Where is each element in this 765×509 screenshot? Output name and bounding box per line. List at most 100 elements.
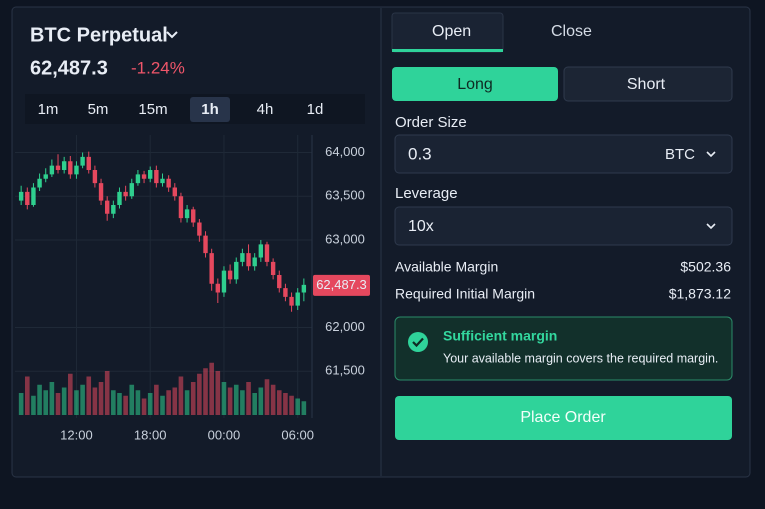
place-order-button[interactable] xyxy=(395,396,732,440)
volume-bar xyxy=(55,393,61,415)
volume-bar xyxy=(147,393,153,415)
volume-bar xyxy=(172,387,178,415)
volume-bar xyxy=(24,376,30,415)
volume-bar xyxy=(221,382,227,415)
chart: 64,000 63,500 63,000 62,000 61,500 12:00 18:00… xyxy=(15,135,370,442)
candle-body xyxy=(18,191,24,201)
candle-body xyxy=(74,165,79,175)
leverage-label: Leverage xyxy=(395,185,458,202)
candle-body xyxy=(117,191,122,205)
short-button[interactable] xyxy=(563,66,733,102)
volume-bar xyxy=(209,362,214,415)
long-button[interactable] xyxy=(392,67,558,101)
candle-body xyxy=(160,178,165,184)
volume-bar xyxy=(154,384,159,415)
volume-bar xyxy=(276,390,282,415)
volume-bar xyxy=(31,395,36,415)
price: 62,487.3 xyxy=(30,57,108,79)
candle-body xyxy=(166,178,171,188)
timeframe[interactable]: 1h xyxy=(201,101,219,118)
order-unit[interactable]: BTC xyxy=(665,146,695,163)
y-tick-label: 63,000 xyxy=(325,231,365,246)
timeframe[interactable]: 5m xyxy=(88,101,109,118)
candle-body xyxy=(270,261,276,275)
volume-bar xyxy=(74,390,79,415)
candle-body xyxy=(80,156,85,166)
volume-bar xyxy=(117,393,122,415)
volume-bar xyxy=(18,393,24,415)
symbol-chevron[interactable] xyxy=(166,31,178,39)
candle-body xyxy=(215,283,221,293)
candle-body xyxy=(178,196,184,219)
price-change: -1.24% xyxy=(131,58,185,77)
volume-bar xyxy=(123,395,128,415)
order-size-value: 0.3 xyxy=(408,144,432,163)
candle-body xyxy=(135,174,141,184)
volume-bar xyxy=(252,393,257,415)
volume-bar xyxy=(184,390,190,415)
volume-bar xyxy=(301,401,307,415)
volume-bar xyxy=(49,382,55,415)
candle-body xyxy=(227,270,233,280)
candle-body xyxy=(172,187,177,197)
timeframe[interactable]: 15m xyxy=(138,101,167,118)
candle-body xyxy=(203,235,208,254)
volume-bar xyxy=(141,398,147,415)
candle-body xyxy=(123,191,128,197)
timeframe[interactable]: 1m xyxy=(38,101,59,118)
candle-body xyxy=(209,253,214,284)
tab-open-label: Open xyxy=(432,23,471,40)
timeframe[interactable]: 1d xyxy=(307,101,324,118)
candle-body xyxy=(289,296,294,306)
available-margin: $502.36 xyxy=(680,259,731,275)
leverage-select[interactable] xyxy=(394,206,733,246)
candle-body xyxy=(246,253,251,267)
candle-body xyxy=(301,284,307,293)
candle-body xyxy=(252,257,257,267)
volume-bar xyxy=(283,393,288,415)
short-label: Short xyxy=(627,76,666,93)
candle-body xyxy=(92,170,98,184)
order-size-input[interactable] xyxy=(394,134,733,174)
volume-bar xyxy=(129,384,135,415)
y-tick-label: 64,000 xyxy=(325,144,365,159)
candle-body xyxy=(264,244,270,262)
volume-bar xyxy=(111,390,116,415)
candle-body xyxy=(98,183,104,201)
x-tick-label: 18:00 xyxy=(134,427,167,442)
volume-bar xyxy=(80,384,85,415)
candle-body xyxy=(197,222,202,236)
volume-bar xyxy=(43,390,49,415)
volume-bar xyxy=(98,382,104,415)
volume-bar xyxy=(135,390,141,415)
volume-bar xyxy=(68,373,73,415)
y-tick-label: 63,500 xyxy=(325,188,365,203)
last-price-label: 62,487.3 xyxy=(316,277,367,292)
available-margin-label: Available Margin xyxy=(395,259,498,275)
candle-body xyxy=(55,165,61,170)
candle-body xyxy=(111,205,116,214)
volume-bar xyxy=(92,387,98,415)
candle-body xyxy=(154,170,159,184)
volume-bar xyxy=(240,390,245,415)
check-icon xyxy=(408,332,428,352)
candle-body xyxy=(31,187,36,205)
candle-body xyxy=(283,288,288,297)
candle-body xyxy=(234,261,239,280)
timeframe[interactable]: 4h xyxy=(257,101,274,118)
timeframes: 1m 5m 15m 1h 4h 1d xyxy=(38,97,324,122)
candle-body xyxy=(141,174,147,179)
candle-body xyxy=(104,200,110,214)
candle-body xyxy=(295,292,300,306)
volume-bar xyxy=(160,395,165,415)
tab-close-label[interactable]: Close xyxy=(551,23,592,40)
required-margin-label: Required Initial Margin xyxy=(395,286,535,302)
place-order-label: Place Order xyxy=(520,409,606,426)
leverage-chevron xyxy=(706,223,716,230)
candle-body xyxy=(184,209,190,219)
x-tick-label: 12:00 xyxy=(60,427,93,442)
volume-bar xyxy=(246,382,251,415)
candle-body xyxy=(221,270,227,293)
y-tick-label: 61,500 xyxy=(325,363,365,378)
last-price-badge xyxy=(313,274,370,296)
